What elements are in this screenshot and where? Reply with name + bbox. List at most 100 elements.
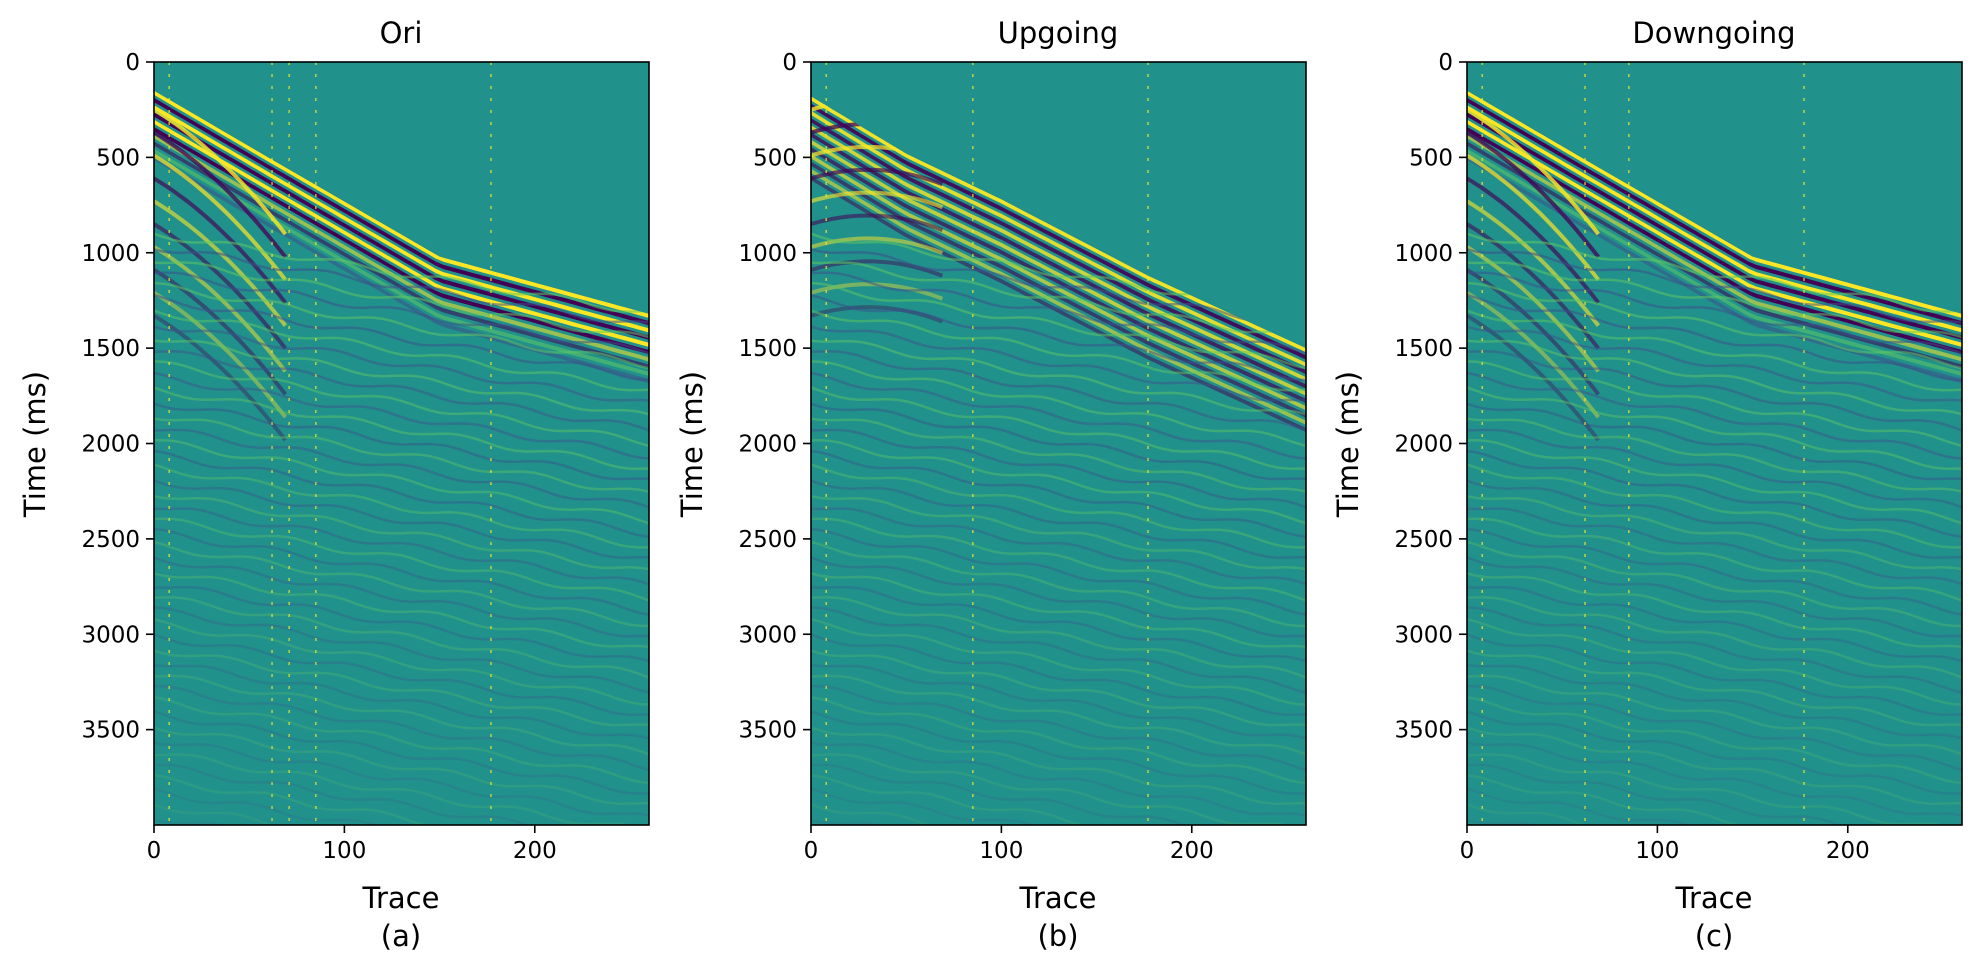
panel-c-event	[1467, 245, 1600, 373]
panel-b-event	[811, 213, 944, 232]
panel-b-wavefront	[811, 132, 1306, 389]
panel-a-ripple	[154, 618, 649, 706]
panel-b-ripple	[811, 774, 1089, 825]
panel-c-image	[1467, 62, 1962, 825]
panel-c-ripple	[1467, 371, 1962, 460]
panel-a-ripple	[154, 763, 531, 825]
panel-c-ripple	[1467, 479, 1962, 559]
panel-b-ripple	[811, 517, 1306, 602]
panel-c-ripple	[1467, 428, 1962, 509]
panel-c-ripple	[1467, 527, 1962, 617]
panel-b-ripple	[811, 726, 1306, 805]
panel-b-ripple	[811, 585, 1306, 663]
panel-c-ripple	[1467, 763, 1844, 825]
panel-b-ripple	[811, 803, 933, 825]
panel-a-ripple	[154, 527, 649, 617]
panel-b-ripple	[811, 596, 1306, 679]
panel-c-ripple	[1467, 572, 1962, 649]
panel-a-ripple	[154, 633, 649, 717]
panel-c-ripple	[1467, 232, 1962, 313]
panel-b-ripple	[811, 293, 1306, 382]
panel-b-ripple	[811, 271, 1306, 355]
y-tick-label: 3500	[738, 718, 797, 744]
x-tick-label: 200	[1170, 838, 1214, 864]
panel-a-image	[154, 62, 649, 825]
panel-b-caption: (b)	[1037, 919, 1078, 953]
panel-a-ripple	[154, 386, 649, 471]
panel-a-ripple	[154, 787, 380, 825]
x-tick-label: 0	[804, 838, 819, 864]
panel-b-ripple	[811, 572, 1306, 649]
panel-b-ripple	[811, 463, 1306, 549]
panel-a-event	[154, 222, 287, 350]
panel-c-ripple	[1467, 741, 1962, 817]
panel-c-ripple	[1467, 674, 1962, 756]
panel-b-wavefront	[811, 96, 1306, 353]
y-tick-label: 1000	[738, 241, 797, 267]
panel-b-wavefront	[811, 125, 1306, 382]
panel-b-ripple	[811, 261, 1306, 339]
panel-b-ripple	[811, 449, 1306, 539]
panel-a-ripple	[154, 261, 649, 339]
panel-a-ripple	[154, 360, 649, 448]
panel-a-ripple	[154, 371, 649, 460]
panel-c-ripple	[1467, 556, 1962, 638]
panel-a-ripple	[154, 507, 649, 586]
panel-a-ripple	[154, 309, 649, 392]
panel-b-ripple	[811, 556, 1306, 638]
y-tick-label: 1500	[738, 336, 797, 362]
y-tick-label: 2000	[1394, 432, 1453, 458]
panel-c-ripple	[1467, 248, 1962, 324]
panel-b-ripple	[811, 649, 1306, 727]
panel-b-ripple	[811, 540, 1306, 628]
panel-a-ripple	[154, 232, 649, 313]
panel-a-ripple	[154, 517, 649, 602]
panel-c-ylabel: Time (ms)	[1331, 371, 1365, 518]
panel-a-ripple	[154, 606, 649, 694]
panel-a-ripple	[154, 741, 649, 817]
panel-a: Ori 0 100 2000500100015002000250030003500 …	[18, 16, 650, 953]
panel-a-ripple	[154, 649, 649, 727]
panel-a-ripple	[154, 402, 649, 481]
panel-c-mute-region	[1467, 62, 1962, 314]
y-tick-label: 3000	[738, 622, 797, 648]
panel-c-ripple	[1467, 803, 1589, 825]
panel-b-ripple	[811, 674, 1306, 756]
panel-b-ripple	[811, 633, 1306, 717]
panel-c-ripple	[1467, 438, 1962, 525]
y-tick-label: 1500	[81, 336, 140, 362]
y-tick-label: 3000	[1394, 622, 1453, 648]
panel-c-title: Downgoing	[1632, 16, 1795, 50]
panel-a-title: Ori	[380, 16, 423, 50]
panel-b-ripple	[811, 479, 1306, 559]
panel-b-event	[811, 167, 944, 187]
panel-c-ripple	[1467, 540, 1962, 628]
panel-a-ylabel: Time (ms)	[18, 371, 52, 518]
panel-b-ripple	[811, 350, 1306, 432]
panel-b-ripple	[811, 386, 1306, 471]
panel-a-ripple	[154, 428, 649, 509]
panel-a-ripple	[154, 572, 649, 649]
panel-b-mute-region	[811, 62, 1306, 349]
panel-c-ripple	[1467, 449, 1962, 539]
panel-b-ripple	[811, 787, 1037, 825]
panel-b-wavefront	[811, 168, 1306, 425]
panel-c-ripple	[1467, 271, 1962, 355]
panel-c-event	[1467, 176, 1600, 304]
y-tick-label: 2500	[1394, 527, 1453, 553]
y-tick-label: 3500	[1394, 718, 1453, 744]
panel-c-ripple	[1467, 507, 1962, 586]
panel-c-event	[1467, 199, 1600, 327]
panel-b-ripple	[811, 438, 1306, 525]
x-tick-label: 0	[1460, 838, 1475, 864]
panel-b-ripple	[811, 248, 1306, 324]
panel-c-ripple	[1467, 618, 1962, 706]
panel-a-ripple	[154, 339, 649, 416]
panel-b-ripple	[811, 527, 1306, 617]
panel-b-ripple	[811, 371, 1306, 460]
panel-b-event	[811, 259, 944, 278]
panel-a-ripple	[154, 695, 649, 785]
panel-c-ripple	[1467, 463, 1962, 549]
panel-b-ripple	[811, 402, 1306, 481]
